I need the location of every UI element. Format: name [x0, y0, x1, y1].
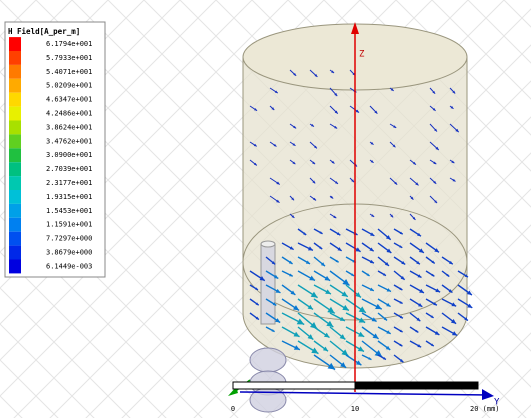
legend-label: 2.7039e+001: [46, 165, 92, 173]
legend-swatch: [9, 65, 21, 79]
legend-label: 5.4071e+001: [46, 68, 92, 76]
legend-label: 4.6347e+001: [46, 96, 92, 104]
legend-label: 1.5453e+001: [46, 207, 92, 215]
legend-swatch: [9, 107, 21, 121]
legend-label: 5.0209e+001: [46, 82, 92, 90]
legend-label: 6.1449e-003: [46, 262, 92, 270]
scale-label: 10: [351, 405, 359, 413]
field-view: Z Y 0 10 20 (mm) H Field[A_per_m] 6.1794…: [0, 0, 531, 418]
legend-swatch: [9, 204, 21, 218]
legend-label: 6.1794e+001: [46, 40, 92, 48]
z-axis-label: Z: [359, 50, 365, 60]
legend-swatch: [9, 246, 21, 260]
legend-label: 5.7933e+001: [46, 54, 92, 62]
legend-label: 1.9315e+001: [46, 193, 92, 201]
legend-swatch: [9, 260, 21, 274]
legend-label: 1.1591e+001: [46, 221, 92, 229]
legend-swatch: [9, 190, 21, 204]
legend-swatch: [9, 121, 21, 135]
legend-label: 3.8679e+000: [46, 249, 92, 257]
legend-label: 7.7297e+000: [46, 235, 92, 243]
legend-swatch: [9, 232, 21, 246]
legend-swatch: [9, 79, 21, 93]
scale-bar: [233, 382, 478, 389]
scale-label: 0: [231, 405, 235, 413]
legend-swatch: [9, 134, 21, 148]
legend-swatch: [9, 162, 21, 176]
legend-label: 3.8624e+001: [46, 123, 92, 131]
legend-label: 3.0900e+001: [46, 151, 92, 159]
legend-title: H Field[A_per_m]: [8, 27, 80, 36]
legend-swatch: [9, 37, 21, 51]
legend-label: 3.4762e+001: [46, 137, 92, 145]
legend-swatch: [9, 51, 21, 65]
legend-swatch: [9, 176, 21, 190]
scale-label: 20 (mm): [470, 405, 500, 413]
legend-swatch: [9, 148, 21, 162]
legend-swatch: [9, 93, 21, 107]
legend-label: 4.2486e+001: [46, 110, 92, 118]
legend-label: 2.3177e+001: [46, 179, 92, 187]
legend-swatch: [9, 218, 21, 232]
